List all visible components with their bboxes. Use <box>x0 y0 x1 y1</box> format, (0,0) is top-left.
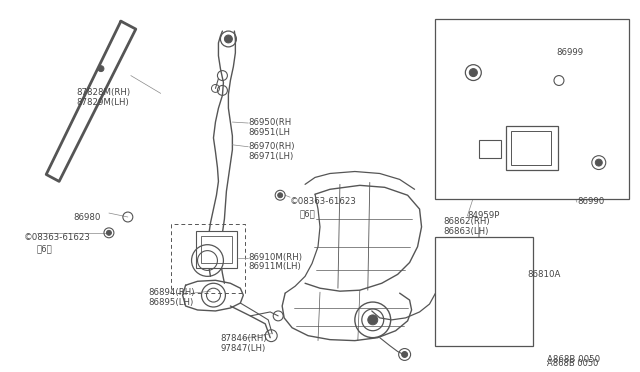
Bar <box>435 237 533 346</box>
Text: 86894(RH): 86894(RH) <box>148 288 195 297</box>
Bar <box>479 140 501 158</box>
Circle shape <box>469 69 477 77</box>
Text: 86970(RH): 86970(RH) <box>248 142 295 151</box>
Bar <box>435 19 628 199</box>
Text: 86895(LH): 86895(LH) <box>148 298 194 307</box>
Bar <box>200 236 232 263</box>
Text: 84959P: 84959P <box>467 211 500 220</box>
Text: A868B 0050: A868B 0050 <box>547 359 598 368</box>
Text: 86862(RH): 86862(RH) <box>444 217 490 226</box>
Text: 86951(LH: 86951(LH <box>248 128 291 137</box>
Circle shape <box>98 66 104 72</box>
Text: 86810A: 86810A <box>527 270 561 279</box>
Text: 86990: 86990 <box>577 197 604 206</box>
Circle shape <box>368 315 378 325</box>
Circle shape <box>106 230 111 235</box>
Text: （6）: （6） <box>300 209 316 218</box>
Circle shape <box>225 35 232 43</box>
Text: 86910M(RH): 86910M(RH) <box>248 253 302 262</box>
Circle shape <box>402 352 408 357</box>
Text: 87828M(RH): 87828M(RH) <box>76 89 130 97</box>
Text: ©08363-61623: ©08363-61623 <box>23 233 90 242</box>
Text: 87829M(LH): 87829M(LH) <box>76 98 129 107</box>
Circle shape <box>595 159 602 166</box>
Text: 86863(LH): 86863(LH) <box>444 227 489 236</box>
Bar <box>506 126 558 170</box>
Text: （6）: （6） <box>36 245 52 254</box>
Text: A868B 0050: A868B 0050 <box>547 356 600 365</box>
Text: 86911M(LH): 86911M(LH) <box>248 263 301 272</box>
Text: 97847(LH): 97847(LH) <box>220 344 266 353</box>
Text: 86980: 86980 <box>73 213 100 222</box>
Bar <box>196 231 237 269</box>
Bar <box>511 131 551 164</box>
Text: ©08363-61623: ©08363-61623 <box>290 197 357 206</box>
Circle shape <box>278 193 283 198</box>
Text: 86950(RH: 86950(RH <box>248 118 292 127</box>
Text: 86971(LH): 86971(LH) <box>248 152 294 161</box>
Text: 86999: 86999 <box>556 48 583 57</box>
Text: 87846(RH): 87846(RH) <box>220 334 267 343</box>
